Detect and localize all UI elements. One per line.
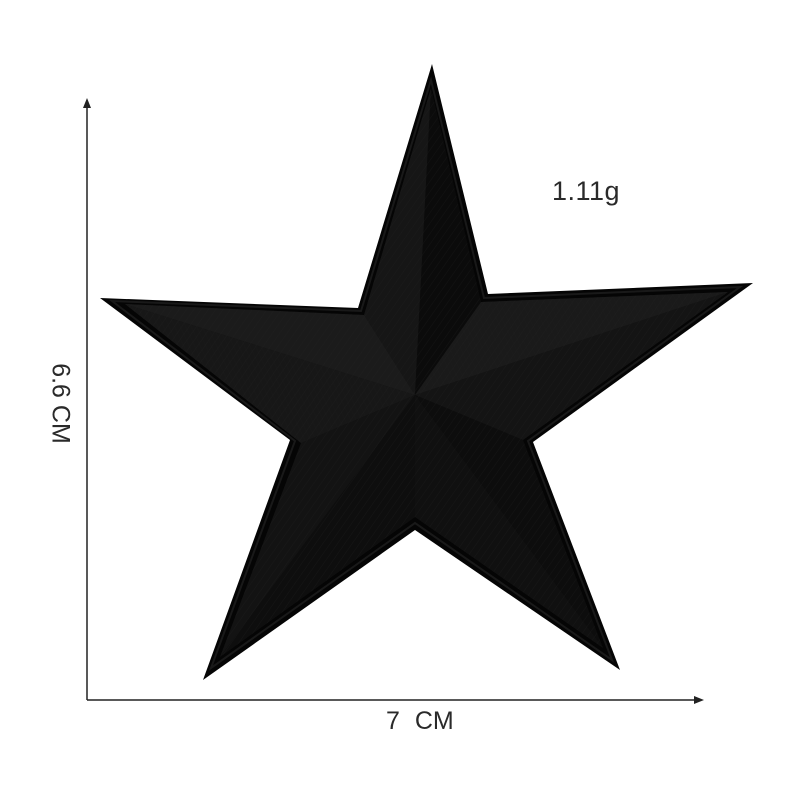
vertical-axis-arrow-icon	[83, 98, 91, 108]
star-edge-stitch	[108, 76, 744, 671]
weight-label: 1.11g	[552, 176, 621, 206]
height-dimension-label: 6.6 CM	[46, 363, 75, 444]
star-patch	[100, 64, 753, 680]
horizontal-axis-arrow-icon	[694, 696, 704, 704]
star-stitch-texture-left	[125, 304, 415, 443]
measurement-axes	[83, 98, 704, 704]
width-dimension-label: 7 CM	[386, 707, 454, 735]
star-stitch-texture	[125, 88, 728, 657]
star-stitch-texture-secondary	[415, 292, 728, 395]
